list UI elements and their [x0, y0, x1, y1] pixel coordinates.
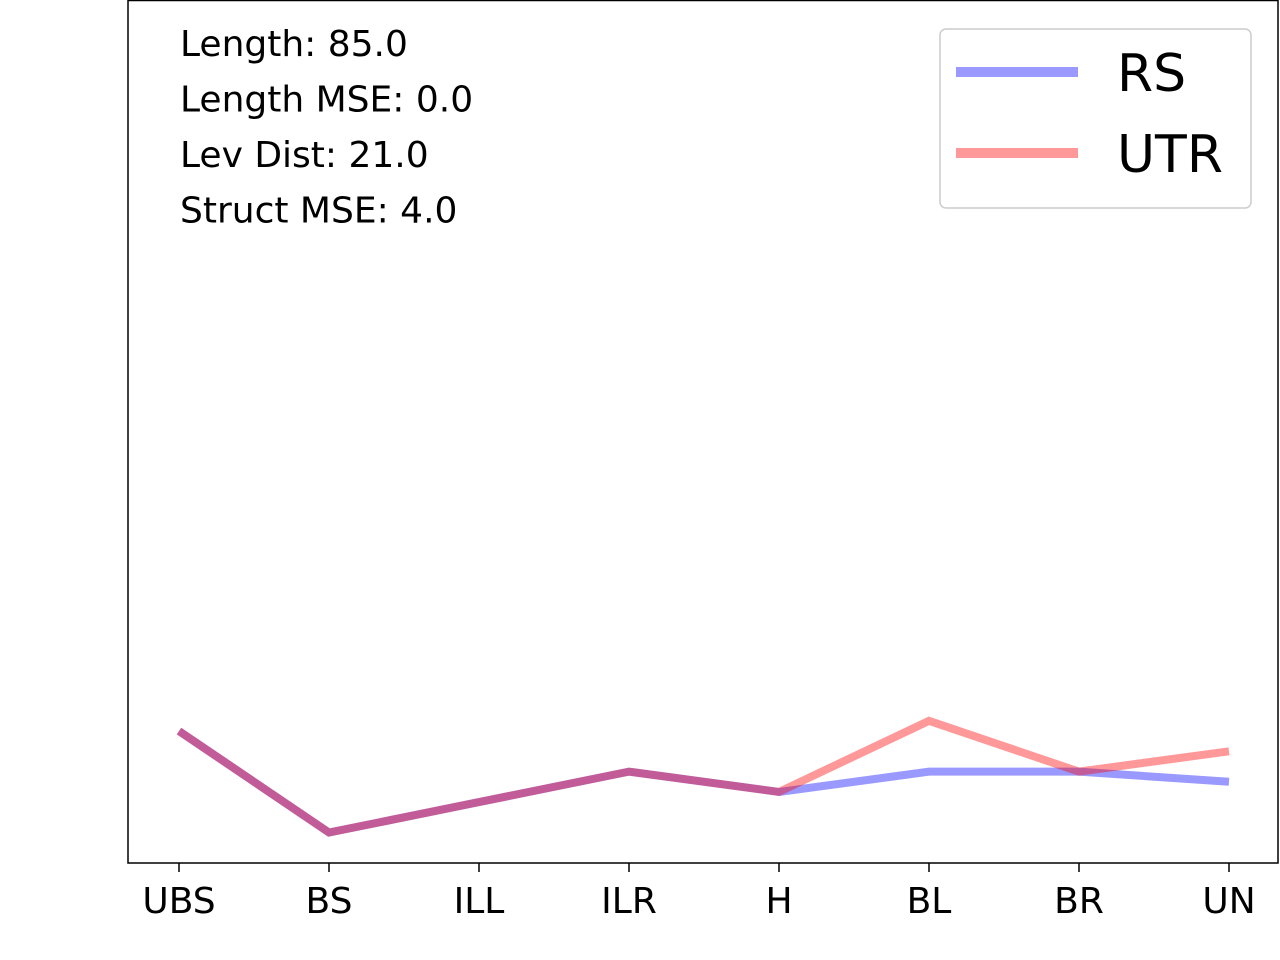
- x-tick-label: BS: [306, 881, 353, 922]
- x-tick-label: UN: [1202, 881, 1255, 922]
- x-tick-label: UBS: [142, 881, 215, 922]
- legend-label: UTR: [1117, 125, 1223, 185]
- annotation-text: Length: 85.0: [180, 24, 408, 65]
- series-line-rs: [176, 727, 1230, 837]
- legend: RS UTR: [939, 28, 1252, 209]
- annotation-text: Struct MSE: 4.0: [180, 191, 457, 232]
- annotation-text: Lev Dist: 21.0: [180, 135, 429, 176]
- annotations: Length: 85.0 Length MSE: 0.0 Lev Dist: 21.…: [180, 24, 473, 232]
- legend-label: RS: [1117, 44, 1186, 104]
- x-tick-label: BR: [1054, 881, 1104, 922]
- x-tick-label: ILL: [454, 881, 505, 922]
- x-axis: UBS BS ILL ILR H BL BR UN: [142, 863, 1256, 922]
- legend-frame: [939, 28, 1252, 209]
- series-lines: [176, 716, 1230, 837]
- x-tick-label: H: [765, 881, 792, 922]
- axes-frame: [127, 0, 1279, 864]
- series-line-utr: [176, 716, 1230, 837]
- x-tick-label: BL: [907, 881, 952, 922]
- x-tick-label: ILR: [601, 881, 657, 922]
- annotation-text: Length MSE: 0.0: [180, 80, 473, 121]
